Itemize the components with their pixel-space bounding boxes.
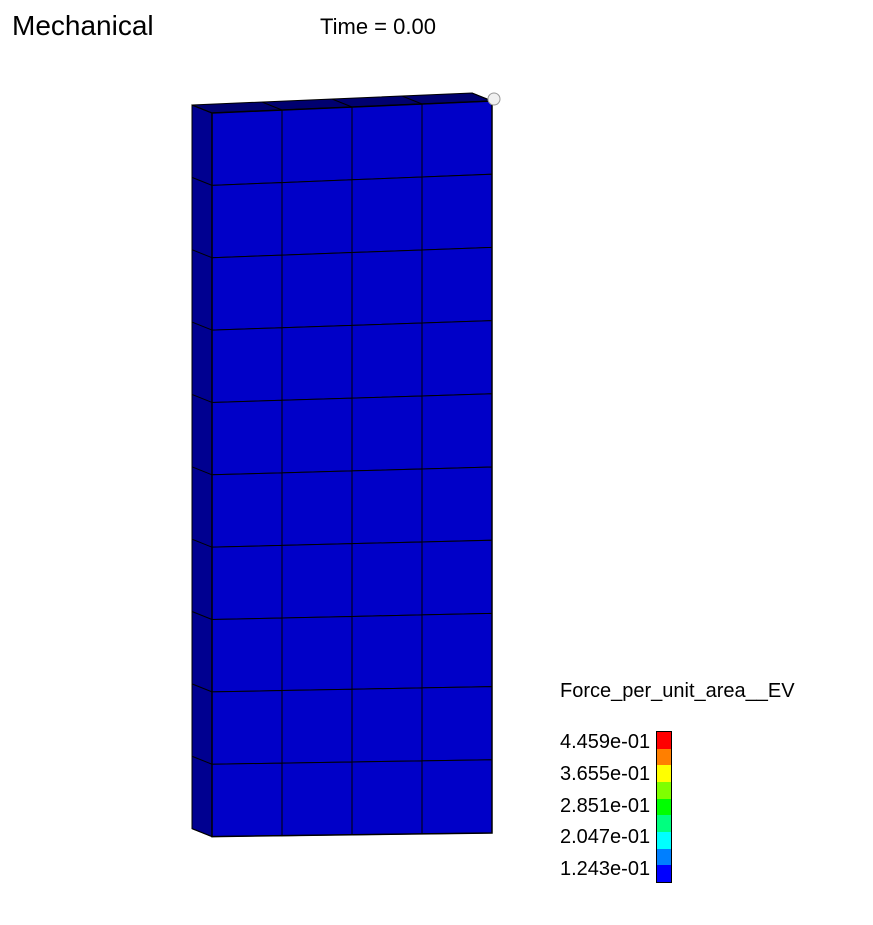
mesh-cell <box>422 687 492 761</box>
mesh-cell <box>282 544 352 618</box>
legend-tick-label: 4.459e-01 <box>560 731 650 754</box>
mesh-cell <box>282 762 352 836</box>
legend-colorbar <box>656 731 672 883</box>
mesh-cell <box>352 615 422 689</box>
legend-tick-label: 2.851e-01 <box>560 795 650 818</box>
mesh-cell <box>352 323 422 398</box>
mesh-cell <box>282 616 352 690</box>
mesh-cell <box>212 763 282 836</box>
mesh-cell <box>212 400 282 475</box>
mesh-cell <box>212 691 282 765</box>
mesh-cell <box>352 469 422 544</box>
mesh-cell <box>422 467 492 542</box>
mesh-cell <box>352 542 422 617</box>
mesh-cell <box>422 613 492 688</box>
mesh-cell <box>352 104 422 180</box>
mesh-cell <box>282 398 352 473</box>
legend-tick-label: 2.047e-01 <box>560 826 650 849</box>
legend-color-segment <box>657 865 671 882</box>
mesh-cell <box>352 761 422 835</box>
mesh-cell <box>422 321 492 396</box>
mesh-cell <box>212 545 282 619</box>
legend-color-segment <box>657 765 671 782</box>
color-legend: Force_per_unit_area__EV 4.459e-01 3.655e-… <box>560 680 795 883</box>
legend-color-segment <box>657 749 671 766</box>
mesh-cell <box>422 540 492 615</box>
mesh-cell <box>212 473 282 547</box>
mesh-cell <box>352 396 422 471</box>
legend-color-segment <box>657 849 671 866</box>
legend-color-segment <box>657 799 671 816</box>
mesh-cell <box>422 394 492 469</box>
mesh-cell <box>422 247 492 323</box>
mesh-cell <box>282 107 352 183</box>
mesh-cell <box>212 255 282 330</box>
time-label: Time = 0.00 <box>320 14 436 40</box>
app-title: Mechanical <box>12 10 154 42</box>
node-marker <box>488 93 500 105</box>
mesh-cell <box>282 180 352 255</box>
mesh-cell <box>212 183 282 258</box>
mesh-cell <box>352 688 422 762</box>
legend-title: Force_per_unit_area__EV <box>560 680 795 703</box>
legend-tick-label: 3.655e-01 <box>560 763 650 786</box>
mesh-cell <box>422 760 492 834</box>
legend-color-segment <box>657 815 671 832</box>
legend-color-segment <box>657 832 671 849</box>
mesh-cell <box>422 174 492 250</box>
mesh-cell <box>212 328 282 403</box>
mesh-cell <box>212 110 282 185</box>
mesh-cell <box>282 689 352 763</box>
mesh-cell <box>352 177 422 253</box>
legend-labels: 4.459e-01 3.655e-01 2.851e-01 2.047e-01 1.24… <box>560 731 650 881</box>
mesh-cell <box>282 471 352 546</box>
mesh-cell <box>212 618 282 692</box>
fem-mesh <box>170 65 510 855</box>
legend-tick-label: 1.243e-01 <box>560 858 650 881</box>
mesh-cell <box>352 250 422 325</box>
legend-color-segment <box>657 732 671 749</box>
fem-mesh-svg <box>170 65 510 855</box>
mesh-cell <box>282 325 352 400</box>
mesh-cell <box>282 253 352 328</box>
mesh-cell <box>422 101 492 177</box>
legend-color-segment <box>657 782 671 799</box>
